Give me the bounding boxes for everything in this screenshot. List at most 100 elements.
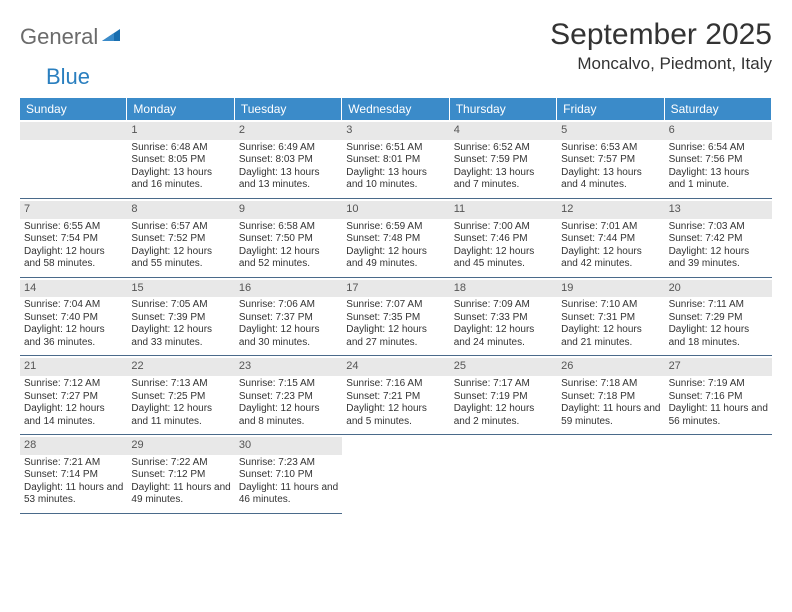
day-number: 21: [20, 358, 127, 376]
calendar-cell: 1 Sunrise: 6:48 AMSunset: 8:05 PMDaylight…: [127, 120, 234, 199]
calendar-cell: 17Sunrise: 7:07 AMSunset: 7:35 PMDayligh…: [342, 278, 449, 357]
title-block: September 2025 Moncalvo, Piedmont, Italy: [550, 18, 772, 74]
calendar-cell: 26 Sunrise: 7:18 AMSunset: 7:18 PMDayligh…: [557, 356, 664, 435]
day-number: 3: [342, 122, 449, 140]
calendar-cell: 6Sunrise: 6:54 AMSunset: 7:56 PMDaylight…: [665, 120, 772, 199]
logo-text-1: General: [20, 24, 98, 50]
day-info: Sunrise: 6:49 AMSunset: 8:03 PMDaylight:…: [239, 142, 338, 192]
logo-flag-icon: [102, 27, 122, 48]
weekday-header: Thursday: [450, 98, 557, 120]
calendar-cell: 25 Sunrise: 7:17 AMSunset: 7:19 PMDayligh…: [450, 356, 557, 435]
day-number: 15: [127, 280, 234, 298]
calendar-cell: 23 Sunrise: 7:15 AMSunset: 7:23 PMDayligh…: [235, 356, 342, 435]
calendar-cell: 9 Sunrise: 6:58 AMSunset: 7:50 PMDaylight…: [235, 199, 342, 278]
day-number: 12: [557, 201, 664, 219]
day-info: Sunrise: 7:15 AMSunset: 7:23 PMDaylight:…: [239, 378, 338, 428]
weekday-header: Sunday: [20, 98, 127, 120]
day-number: 26: [557, 358, 664, 376]
day-number: 19: [557, 280, 664, 298]
calendar-cell: 4Sunrise: 6:52 AMSunset: 7:59 PMDaylight…: [450, 120, 557, 199]
calendar-grid: SundayMondayTuesdayWednesdayThursdayFrid…: [20, 98, 772, 514]
calendar-cell-empty: [557, 435, 664, 514]
calendar-cell: 29 Sunrise: 7:22 AMSunset: 7:12 PMDayligh…: [127, 435, 234, 514]
weekday-header: Saturday: [665, 98, 772, 120]
calendar-cell: 8 Sunrise: 6:57 AMSunset: 7:52 PMDaylight…: [127, 199, 234, 278]
calendar-cell: 13 Sunrise: 7:03 AMSunset: 7:42 PMDayligh…: [665, 199, 772, 278]
day-info: Sunrise: 7:01 AMSunset: 7:44 PMDaylight:…: [561, 221, 660, 271]
calendar-cell: 10Sunrise: 6:59 AMSunset: 7:48 PMDayligh…: [342, 199, 449, 278]
calendar-cell-empty: [450, 435, 557, 514]
day-number: 27: [665, 358, 772, 376]
day-number: 24: [342, 358, 449, 376]
calendar-cell-empty: [665, 435, 772, 514]
day-number: 4: [450, 122, 557, 140]
calendar-cell-empty: [342, 435, 449, 514]
calendar-cell: 19Sunrise: 7:10 AMSunset: 7:31 PMDayligh…: [557, 278, 664, 357]
day-info: Sunrise: 6:58 AMSunset: 7:50 PMDaylight:…: [239, 221, 338, 271]
day-info: Sunrise: 6:55 AMSunset: 7:54 PMDaylight:…: [24, 221, 123, 271]
calendar-cell: 28 Sunrise: 7:21 AMSunset: 7:14 PMDayligh…: [20, 435, 127, 514]
day-number: 20: [665, 280, 772, 298]
day-number: 16: [235, 280, 342, 298]
day-info: Sunrise: 7:03 AMSunset: 7:42 PMDaylight:…: [669, 221, 768, 271]
day-number: 18: [450, 280, 557, 298]
day-info: Sunrise: 7:09 AMSunset: 7:33 PMDaylight:…: [454, 299, 553, 349]
day-info: Sunrise: 6:57 AMSunset: 7:52 PMDaylight:…: [131, 221, 230, 271]
calendar-cell-empty: [20, 120, 127, 199]
logo: General: [20, 18, 124, 50]
day-info: Sunrise: 7:12 AMSunset: 7:27 PMDaylight:…: [24, 378, 123, 428]
location: Moncalvo, Piedmont, Italy: [550, 54, 772, 74]
calendar-cell: 11 Sunrise: 7:00 AMSunset: 7:46 PMDayligh…: [450, 199, 557, 278]
day-number: 28: [20, 437, 127, 455]
day-info: Sunrise: 7:23 AMSunset: 7:10 PMDaylight:…: [239, 457, 338, 507]
day-number: 1: [127, 122, 234, 140]
day-number: 14: [20, 280, 127, 298]
weekday-header: Friday: [557, 98, 664, 120]
weekday-header: Wednesday: [342, 98, 449, 120]
calendar-cell: 22 Sunrise: 7:13 AMSunset: 7:25 PMDayligh…: [127, 356, 234, 435]
day-info: Sunrise: 7:11 AMSunset: 7:29 PMDaylight:…: [669, 299, 768, 349]
day-info: Sunrise: 6:48 AMSunset: 8:05 PMDaylight:…: [131, 142, 230, 192]
day-info: Sunrise: 7:10 AMSunset: 7:31 PMDaylight:…: [561, 299, 660, 349]
day-info: Sunrise: 7:06 AMSunset: 7:37 PMDaylight:…: [239, 299, 338, 349]
day-info: Sunrise: 7:17 AMSunset: 7:19 PMDaylight:…: [454, 378, 553, 428]
day-number: 29: [127, 437, 234, 455]
day-number: 25: [450, 358, 557, 376]
calendar-cell: 30 Sunrise: 7:23 AMSunset: 7:10 PMDayligh…: [235, 435, 342, 514]
day-info: Sunrise: 6:53 AMSunset: 7:57 PMDaylight:…: [561, 142, 660, 192]
day-info: Sunrise: 7:21 AMSunset: 7:14 PMDaylight:…: [24, 457, 123, 507]
month-title: September 2025: [550, 18, 772, 52]
day-info: Sunrise: 6:59 AMSunset: 7:48 PMDaylight:…: [346, 221, 445, 271]
day-info: Sunrise: 7:00 AMSunset: 7:46 PMDaylight:…: [454, 221, 553, 271]
calendar-cell: 14Sunrise: 7:04 AMSunset: 7:40 PMDayligh…: [20, 278, 127, 357]
calendar-cell: 27Sunrise: 7:19 AMSunset: 7:16 PMDayligh…: [665, 356, 772, 435]
day-number: 8: [127, 201, 234, 219]
logo-text-2: Blue: [46, 64, 90, 90]
day-number: 23: [235, 358, 342, 376]
day-number: 7: [20, 201, 127, 219]
calendar-cell: 5 Sunrise: 6:53 AMSunset: 7:57 PMDaylight…: [557, 120, 664, 199]
day-number: 11: [450, 201, 557, 219]
day-number: 30: [235, 437, 342, 455]
calendar-cell: 21 Sunrise: 7:12 AMSunset: 7:27 PMDayligh…: [20, 356, 127, 435]
day-number: 2: [235, 122, 342, 140]
calendar-cell: 18Sunrise: 7:09 AMSunset: 7:33 PMDayligh…: [450, 278, 557, 357]
calendar-cell: 24Sunrise: 7:16 AMSunset: 7:21 PMDayligh…: [342, 356, 449, 435]
day-number: 22: [127, 358, 234, 376]
day-info: Sunrise: 7:04 AMSunset: 7:40 PMDaylight:…: [24, 299, 123, 349]
day-info: Sunrise: 7:22 AMSunset: 7:12 PMDaylight:…: [131, 457, 230, 507]
day-info: Sunrise: 7:07 AMSunset: 7:35 PMDaylight:…: [346, 299, 445, 349]
day-info: Sunrise: 7:13 AMSunset: 7:25 PMDaylight:…: [131, 378, 230, 428]
calendar-cell: 15Sunrise: 7:05 AMSunset: 7:39 PMDayligh…: [127, 278, 234, 357]
calendar-cell: 2 Sunrise: 6:49 AMSunset: 8:03 PMDaylight…: [235, 120, 342, 199]
day-number: 6: [665, 122, 772, 140]
day-number: 9: [235, 201, 342, 219]
day-number: 13: [665, 201, 772, 219]
calendar-cell: 20Sunrise: 7:11 AMSunset: 7:29 PMDayligh…: [665, 278, 772, 357]
day-number: 5: [557, 122, 664, 140]
calendar-cell: 16Sunrise: 7:06 AMSunset: 7:37 PMDayligh…: [235, 278, 342, 357]
day-info: Sunrise: 7:18 AMSunset: 7:18 PMDaylight:…: [561, 378, 660, 428]
day-info: Sunrise: 7:05 AMSunset: 7:39 PMDaylight:…: [131, 299, 230, 349]
weekday-header: Tuesday: [235, 98, 342, 120]
day-info: Sunrise: 6:51 AMSunset: 8:01 PMDaylight:…: [346, 142, 445, 192]
